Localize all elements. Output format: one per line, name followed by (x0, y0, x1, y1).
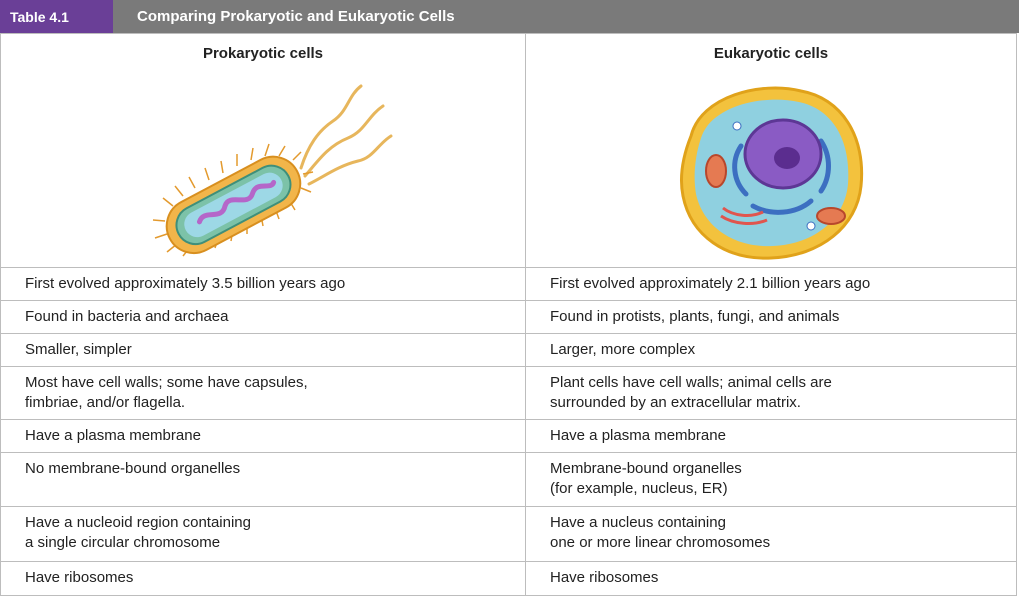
table-row: Smaller, simpler Larger, more complex (0, 333, 1017, 367)
eukaryotic-cell: Found in protists, plants, fungi, and an… (525, 300, 1017, 334)
prokaryotic-cell: Found in bacteria and archaea (0, 300, 526, 334)
prokaryotic-column-header: Prokaryotic cells (0, 33, 526, 268)
eukaryotic-cell: Membrane-bound organelles (for example, … (525, 452, 1017, 507)
table-row: Have a nucleoid region containing a sing… (0, 506, 1017, 562)
prokaryotic-cell: Have a plasma membrane (0, 419, 526, 453)
table-number-tag: Table 4.1 (0, 0, 113, 33)
table-row: Have a plasma membrane Have a plasma mem… (0, 419, 1017, 453)
eukaryotic-cell: Have ribosomes (525, 561, 1017, 596)
eukaryotic-cell: Have a nucleus containing one or more li… (525, 506, 1017, 562)
column-header-row: Prokaryotic cells (0, 33, 1017, 268)
table-row: Have ribosomes Have ribosomes (0, 561, 1017, 596)
prokaryotic-cell: Smaller, simpler (0, 333, 526, 367)
prokaryotic-cell: Have a nucleoid region containing a sing… (0, 506, 526, 562)
eukaryotic-cell: Have a plasma membrane (525, 419, 1017, 453)
table-row: No membrane-bound organelles Membrane-bo… (0, 452, 1017, 507)
prokaryotic-cell: Have ribosomes (0, 561, 526, 596)
comparison-table: Prokaryotic cells (0, 33, 1017, 596)
prokaryotic-cell: Most have cell walls; some have capsules… (0, 366, 526, 420)
table-row: Most have cell walls; some have capsules… (0, 366, 1017, 420)
eukaryotic-cell: Plant cells have cell walls; animal cell… (525, 366, 1017, 420)
eukaryotic-cell: Larger, more complex (525, 333, 1017, 367)
prokaryotic-cell-illustration (152, 84, 393, 257)
eukaryotic-cell-illustration (679, 86, 864, 260)
eukaryotic-column-title: Eukaryotic cells (713, 45, 829, 62)
table-title: Comparing Prokaryotic and Eukaryotic Cel… (137, 8, 455, 25)
prokaryotic-column-title: Prokaryotic cells (202, 45, 324, 62)
prokaryotic-cell: No membrane-bound organelles (0, 452, 526, 507)
eukaryotic-cell: First evolved approximately 2.1 billion … (525, 267, 1017, 301)
eukaryotic-column-header: Eukaryotic cells (525, 33, 1017, 268)
table-row: Found in bacteria and archaea Found in p… (0, 300, 1017, 334)
table-header-bar: Table 4.1 Comparing Prokaryotic and Euka… (0, 0, 1019, 33)
prokaryotic-cell: First evolved approximately 3.5 billion … (0, 267, 526, 301)
table-row: First evolved approximately 3.5 billion … (0, 267, 1017, 301)
